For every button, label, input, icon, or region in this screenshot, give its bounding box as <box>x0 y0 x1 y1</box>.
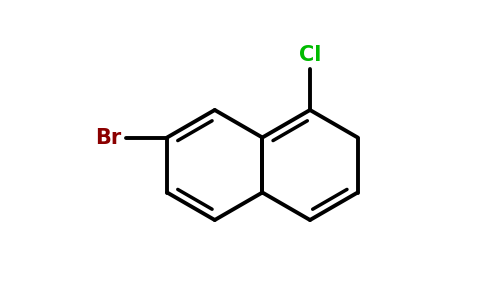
Text: Br: Br <box>96 128 122 148</box>
Text: Cl: Cl <box>299 45 321 65</box>
